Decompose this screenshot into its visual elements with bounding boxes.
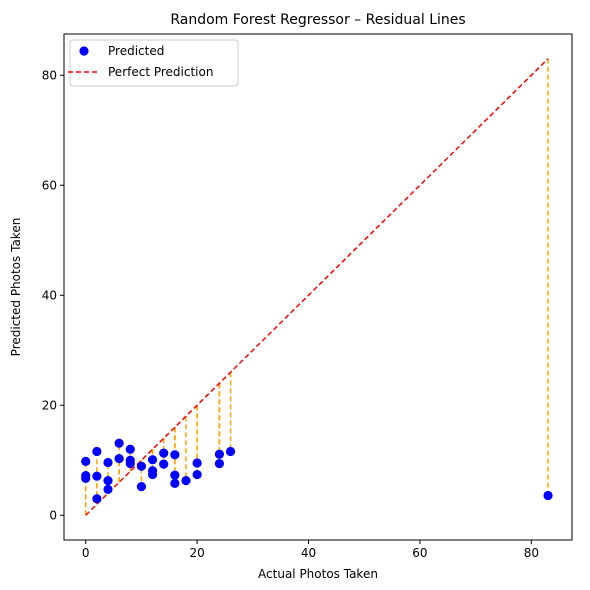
x-axis-label: Actual Photos Taken	[258, 567, 378, 581]
x-tick-label: 40	[301, 546, 316, 560]
data-point	[103, 457, 113, 468]
data-point	[170, 450, 180, 460]
y-axis-label: Predicted Photos Taken	[9, 218, 23, 357]
data-point	[192, 469, 202, 480]
data-point	[114, 438, 124, 448]
legend: Predicted Perfect Prediction	[68, 39, 239, 87]
data-point	[92, 471, 102, 481]
y-tick-label: 80	[42, 68, 57, 82]
data-point	[136, 482, 147, 492]
x-tick-label: 80	[524, 546, 539, 560]
data-point	[81, 473, 91, 483]
data-point	[543, 490, 553, 501]
data-point	[92, 494, 102, 504]
data-point	[103, 484, 113, 494]
legend-label-predicted: Predicted	[108, 44, 164, 58]
data-point	[147, 455, 158, 465]
data-point	[225, 446, 236, 457]
axis-ticks: 0 20 40 60 80 0 20 40 60 80	[42, 68, 539, 560]
data-point	[181, 476, 191, 486]
data-point	[125, 444, 135, 454]
data-point	[214, 449, 225, 459]
data-point	[114, 454, 124, 464]
axes-frame	[63, 33, 573, 541]
legend-box	[69, 39, 239, 87]
data-point	[192, 458, 202, 468]
legend-label-perfect-prediction: Perfect Prediction	[108, 65, 213, 79]
data-point	[159, 448, 169, 458]
perfect-prediction-line	[85, 58, 549, 516]
y-tick-label: 20	[42, 398, 57, 412]
data-point	[147, 469, 158, 480]
y-tick-label: 60	[42, 178, 57, 192]
x-tick-label: 60	[412, 546, 427, 560]
x-tick-label: 0	[82, 546, 90, 560]
y-tick-label: 40	[42, 288, 57, 302]
plot-area	[81, 58, 553, 516]
y-tick-label: 0	[49, 508, 57, 522]
data-point	[103, 476, 113, 486]
data-point	[214, 458, 225, 469]
data-point	[170, 478, 180, 488]
legend-marker-predicted	[79, 46, 89, 56]
data-point	[159, 459, 169, 469]
data-point	[125, 458, 135, 469]
x-tick-label: 20	[189, 546, 204, 560]
chart-title: Random Forest Regressor – Residual Lines	[170, 12, 465, 28]
data-point	[81, 456, 91, 466]
data-point	[170, 470, 180, 480]
data-point	[136, 461, 147, 471]
data-point	[92, 446, 102, 457]
